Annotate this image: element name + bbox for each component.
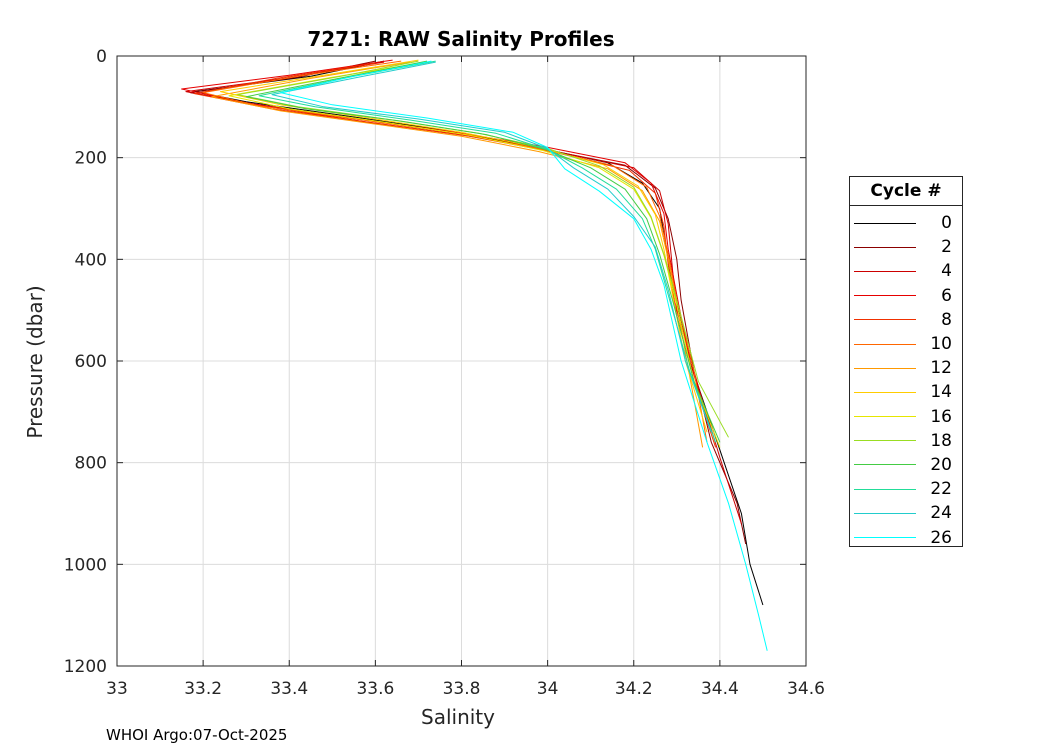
legend-label: 4: [941, 261, 952, 282]
legend-swatch: [854, 440, 916, 442]
legend-item-cycle-2: 2: [850, 235, 962, 259]
legend-title: Cycle #: [850, 177, 962, 206]
legend-label: 16: [930, 406, 952, 427]
y-tick-label: 1000: [64, 555, 107, 575]
legend-label: 24: [930, 503, 952, 524]
x-tick-label: 33.4: [270, 679, 308, 699]
legend-swatch: [854, 246, 916, 248]
legend-label: 12: [930, 358, 952, 379]
legend-item-cycle-14: 14: [850, 380, 962, 404]
legend-swatch: [854, 343, 916, 345]
legend-label: 2: [941, 237, 952, 258]
chart-title: 7271: RAW Salinity Profiles: [307, 27, 614, 51]
x-tick-label: 34.4: [701, 679, 739, 699]
legend-label: 10: [930, 334, 952, 355]
legend-swatch: [854, 367, 916, 369]
y-tick-label: 1200: [64, 657, 107, 677]
legend-item-cycle-16: 16: [850, 405, 962, 429]
y-tick-label: 200: [75, 149, 107, 169]
y-tick-label: 400: [75, 250, 107, 270]
x-tick-label: 34.6: [787, 679, 825, 699]
legend-item-cycle-24: 24: [850, 501, 962, 525]
legend-swatch: [854, 295, 916, 297]
x-tick-label: 34: [537, 679, 559, 699]
series-line-cycle-20: [245, 60, 721, 443]
data-series: [181, 59, 768, 651]
legend-swatch: [854, 464, 916, 466]
legend-item-cycle-20: 20: [850, 453, 962, 477]
legend-label: 18: [930, 430, 952, 451]
legend-swatch: [854, 319, 916, 321]
footer-note: WHOI Argo:07-Oct-2025: [106, 726, 288, 744]
series-line-cycle-26: [280, 60, 768, 651]
x-tick-label: 33: [106, 679, 128, 699]
legend-label: 20: [930, 454, 952, 475]
legend: Cycle # 0 2 4 6 8 10 12 14 16 18 20 22 24 26: [849, 176, 963, 550]
legend-swatch: [854, 416, 916, 418]
x-axis-label: Salinity: [421, 705, 495, 729]
legend-label: 22: [930, 479, 952, 500]
axis-ticks: 33 33.2 33.4 33.6 33.8 34 34.2 34.4 34.6 0 200 400 6…: [64, 47, 825, 699]
legend-item-cycle-22: 22: [850, 477, 962, 501]
legend-swatch: [854, 488, 916, 490]
x-tick-label: 33.6: [356, 679, 394, 699]
legend-swatch: [854, 222, 916, 224]
legend-item-cycle-6: 6: [850, 284, 962, 308]
legend-item-cycle-18: 18: [850, 429, 962, 453]
x-tick-label: 33.2: [184, 679, 222, 699]
legend-item-cycle-4: 4: [850, 259, 962, 283]
legend-item-cycle-8: 8: [850, 308, 962, 332]
series-line-cycle-16: [228, 61, 721, 448]
legend-label: 6: [941, 285, 952, 306]
y-axis-label: Pressure (dbar): [23, 285, 47, 438]
legend-item-cycle-10: 10: [850, 332, 962, 356]
legend-label: 8: [941, 309, 952, 330]
legend-swatch: [854, 270, 916, 272]
series-line-cycle-24: [271, 61, 712, 433]
y-tick-label: 800: [75, 454, 107, 474]
y-tick-label: 600: [75, 352, 107, 372]
legend-item-cycle-26: 26: [850, 525, 962, 549]
legend-label: 0: [941, 213, 952, 234]
x-tick-label: 33.8: [443, 679, 481, 699]
legend-swatch: [854, 537, 916, 539]
legend-label: 26: [930, 527, 952, 548]
legend-item-cycle-0: 0: [850, 211, 962, 235]
series-line-cycle-22: [258, 60, 717, 443]
legend-item-cycle-12: 12: [850, 356, 962, 380]
x-tick-label: 34.2: [615, 679, 653, 699]
legend-items: 0 2 4 6 8 10 12 14 16 18 20 22 24 26: [850, 206, 962, 550]
series-line-cycle-6: [181, 59, 712, 433]
legend-label: 14: [930, 382, 952, 403]
legend-swatch: [854, 512, 916, 514]
legend-swatch: [854, 391, 916, 393]
y-tick-label: 0: [96, 47, 107, 67]
